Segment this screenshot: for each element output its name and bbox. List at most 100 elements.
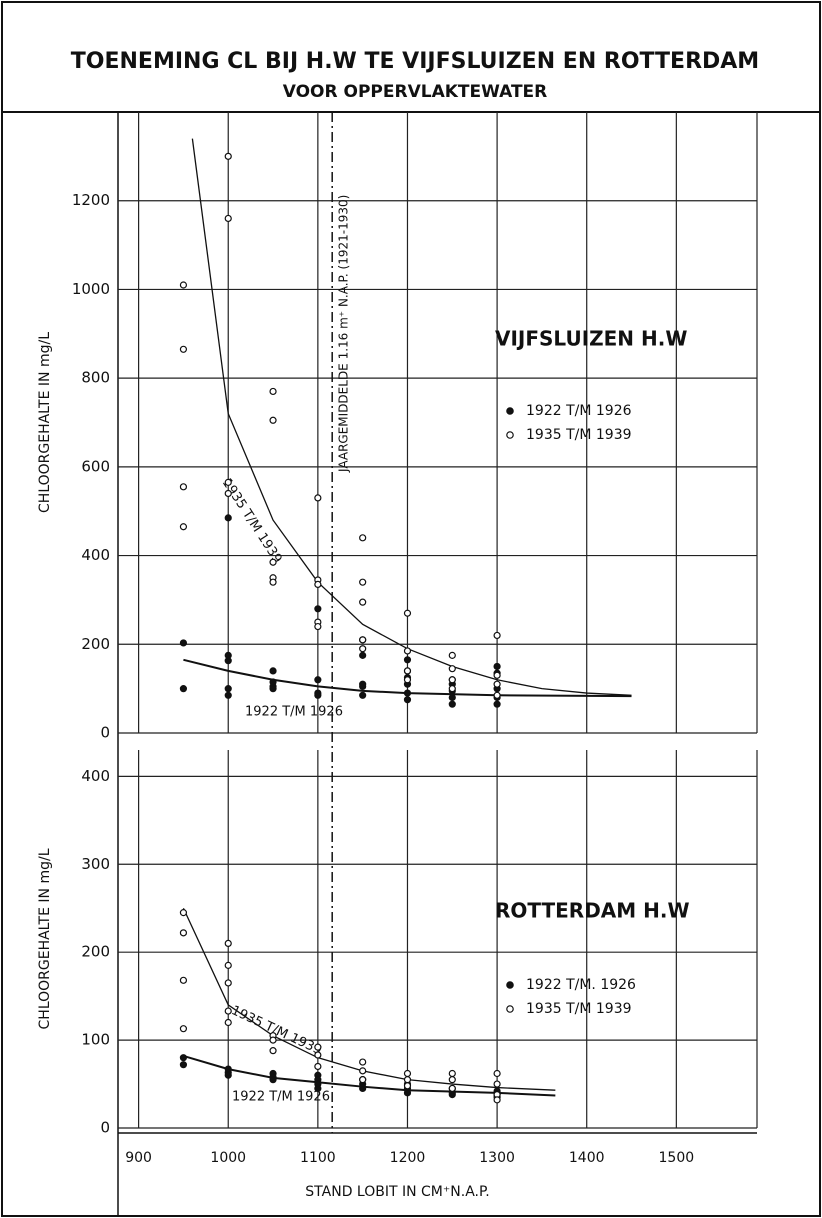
- data-point: [179, 929, 188, 937]
- x-axis-label: STAND LOBIT IN CM⁺N.A.P.: [305, 1184, 489, 1200]
- data-point: [224, 478, 232, 486]
- data-point: [493, 662, 501, 671]
- data-point: [403, 1082, 412, 1090]
- data-point: [224, 691, 232, 699]
- legend-label: 1935 T/M 1939: [526, 1001, 632, 1017]
- x-tick-label: 1500: [659, 1150, 695, 1166]
- x-tick-label: 1300: [479, 1150, 515, 1166]
- data-point: [314, 1043, 322, 1051]
- y-tick-label: 200: [81, 943, 110, 961]
- data-point: [448, 651, 456, 659]
- data-point: [359, 636, 367, 644]
- data-point: [269, 1076, 277, 1084]
- data-point: [314, 1062, 322, 1071]
- data-point: [269, 1036, 277, 1044]
- data-point: [314, 580, 322, 589]
- data-point: [359, 1084, 367, 1093]
- data-point: [179, 1025, 188, 1033]
- legend-marker: [506, 431, 514, 439]
- data-point: [448, 676, 456, 684]
- data-point: [403, 1069, 412, 1078]
- data-point: [224, 961, 232, 969]
- data-point: [269, 558, 277, 566]
- y-tick-label: 200: [81, 635, 110, 653]
- data-point: [448, 1076, 456, 1084]
- legend-marker: [506, 407, 514, 415]
- y-tick-label: 100: [81, 1031, 110, 1049]
- x-tick-label: 900: [125, 1150, 152, 1166]
- data-point: [314, 691, 322, 699]
- data-point: [314, 494, 322, 502]
- subtitle: VOOR OPPERVLAKTEWATER: [283, 82, 548, 102]
- panel-title: VIJFSLUIZEN H.W: [495, 327, 687, 351]
- y-axis-label: CHLOORGEHALTE IN mg/L: [37, 332, 53, 513]
- data-point: [493, 680, 501, 688]
- data-point: [493, 1080, 501, 1088]
- x-tick-label: 1200: [390, 1150, 426, 1166]
- data-point: [359, 691, 367, 699]
- data-point: [224, 152, 232, 160]
- data-point: [493, 691, 501, 699]
- data-point: [179, 639, 188, 647]
- y-tick-label: 0: [100, 1119, 110, 1137]
- data-point: [179, 685, 188, 693]
- data-point: [179, 523, 188, 531]
- legend-label: 1922 T/M. 1926: [526, 977, 636, 993]
- data-point: [314, 622, 322, 631]
- data-point: [224, 685, 232, 693]
- data-point: [224, 1007, 232, 1015]
- data-point: [403, 647, 412, 655]
- data-point: [359, 534, 367, 542]
- data-point: [224, 214, 232, 223]
- data-point: [493, 671, 501, 679]
- fit-curve: [183, 658, 632, 698]
- x-tick-label: 1400: [569, 1150, 605, 1166]
- data-point: [179, 483, 188, 491]
- y-tick-label: 0: [100, 724, 110, 742]
- data-point: [403, 676, 412, 684]
- data-point: [359, 682, 367, 691]
- legend-label: 1935 T/M 1939: [526, 427, 632, 443]
- data-point: [448, 693, 456, 702]
- data-point: [448, 665, 456, 673]
- y-tick-label: 400: [81, 767, 110, 785]
- data-point: [448, 1090, 456, 1099]
- data-point: [179, 345, 188, 353]
- data-point: [493, 1069, 501, 1078]
- data-point: [359, 645, 367, 653]
- data-point: [359, 578, 367, 586]
- data-point: [403, 1089, 412, 1097]
- data-point: [269, 1047, 277, 1055]
- data-point: [269, 387, 277, 396]
- data-point: [314, 1084, 322, 1093]
- x-tick-label: 1100: [300, 1150, 336, 1166]
- data-point: [403, 689, 412, 697]
- legend-marker: [506, 981, 514, 989]
- data-point: [179, 1061, 188, 1069]
- legend-marker: [506, 1005, 514, 1013]
- data-point: [224, 1071, 232, 1079]
- fit-curve: [182, 907, 556, 1091]
- data-point: [269, 578, 277, 586]
- data-point: [403, 696, 412, 704]
- curve-label: 1922 T/M 1926: [245, 705, 343, 720]
- data-point: [448, 1084, 456, 1093]
- y-tick-label: 1200: [72, 191, 110, 209]
- data-point: [493, 1096, 501, 1104]
- data-point: [224, 489, 232, 498]
- y-tick-label: 300: [81, 855, 110, 873]
- data-point: [493, 631, 501, 640]
- data-point: [359, 1076, 367, 1084]
- data-point: [314, 605, 322, 613]
- panel-title: ROTTERDAM H.W: [495, 899, 690, 923]
- fit-curve: [183, 1054, 556, 1097]
- y-tick-label: 600: [81, 457, 110, 475]
- data-point: [403, 667, 412, 675]
- data-point: [224, 514, 232, 522]
- data-point: [179, 909, 188, 917]
- y-axis-label: CHLOORGEHALTE IN mg/L: [37, 848, 53, 1029]
- data-point: [314, 1051, 322, 1059]
- data-point: [269, 685, 277, 693]
- reference-label: JAARGEMIDDELDE 1.16 m⁺ N.A.P. (1921-1930…: [337, 195, 351, 473]
